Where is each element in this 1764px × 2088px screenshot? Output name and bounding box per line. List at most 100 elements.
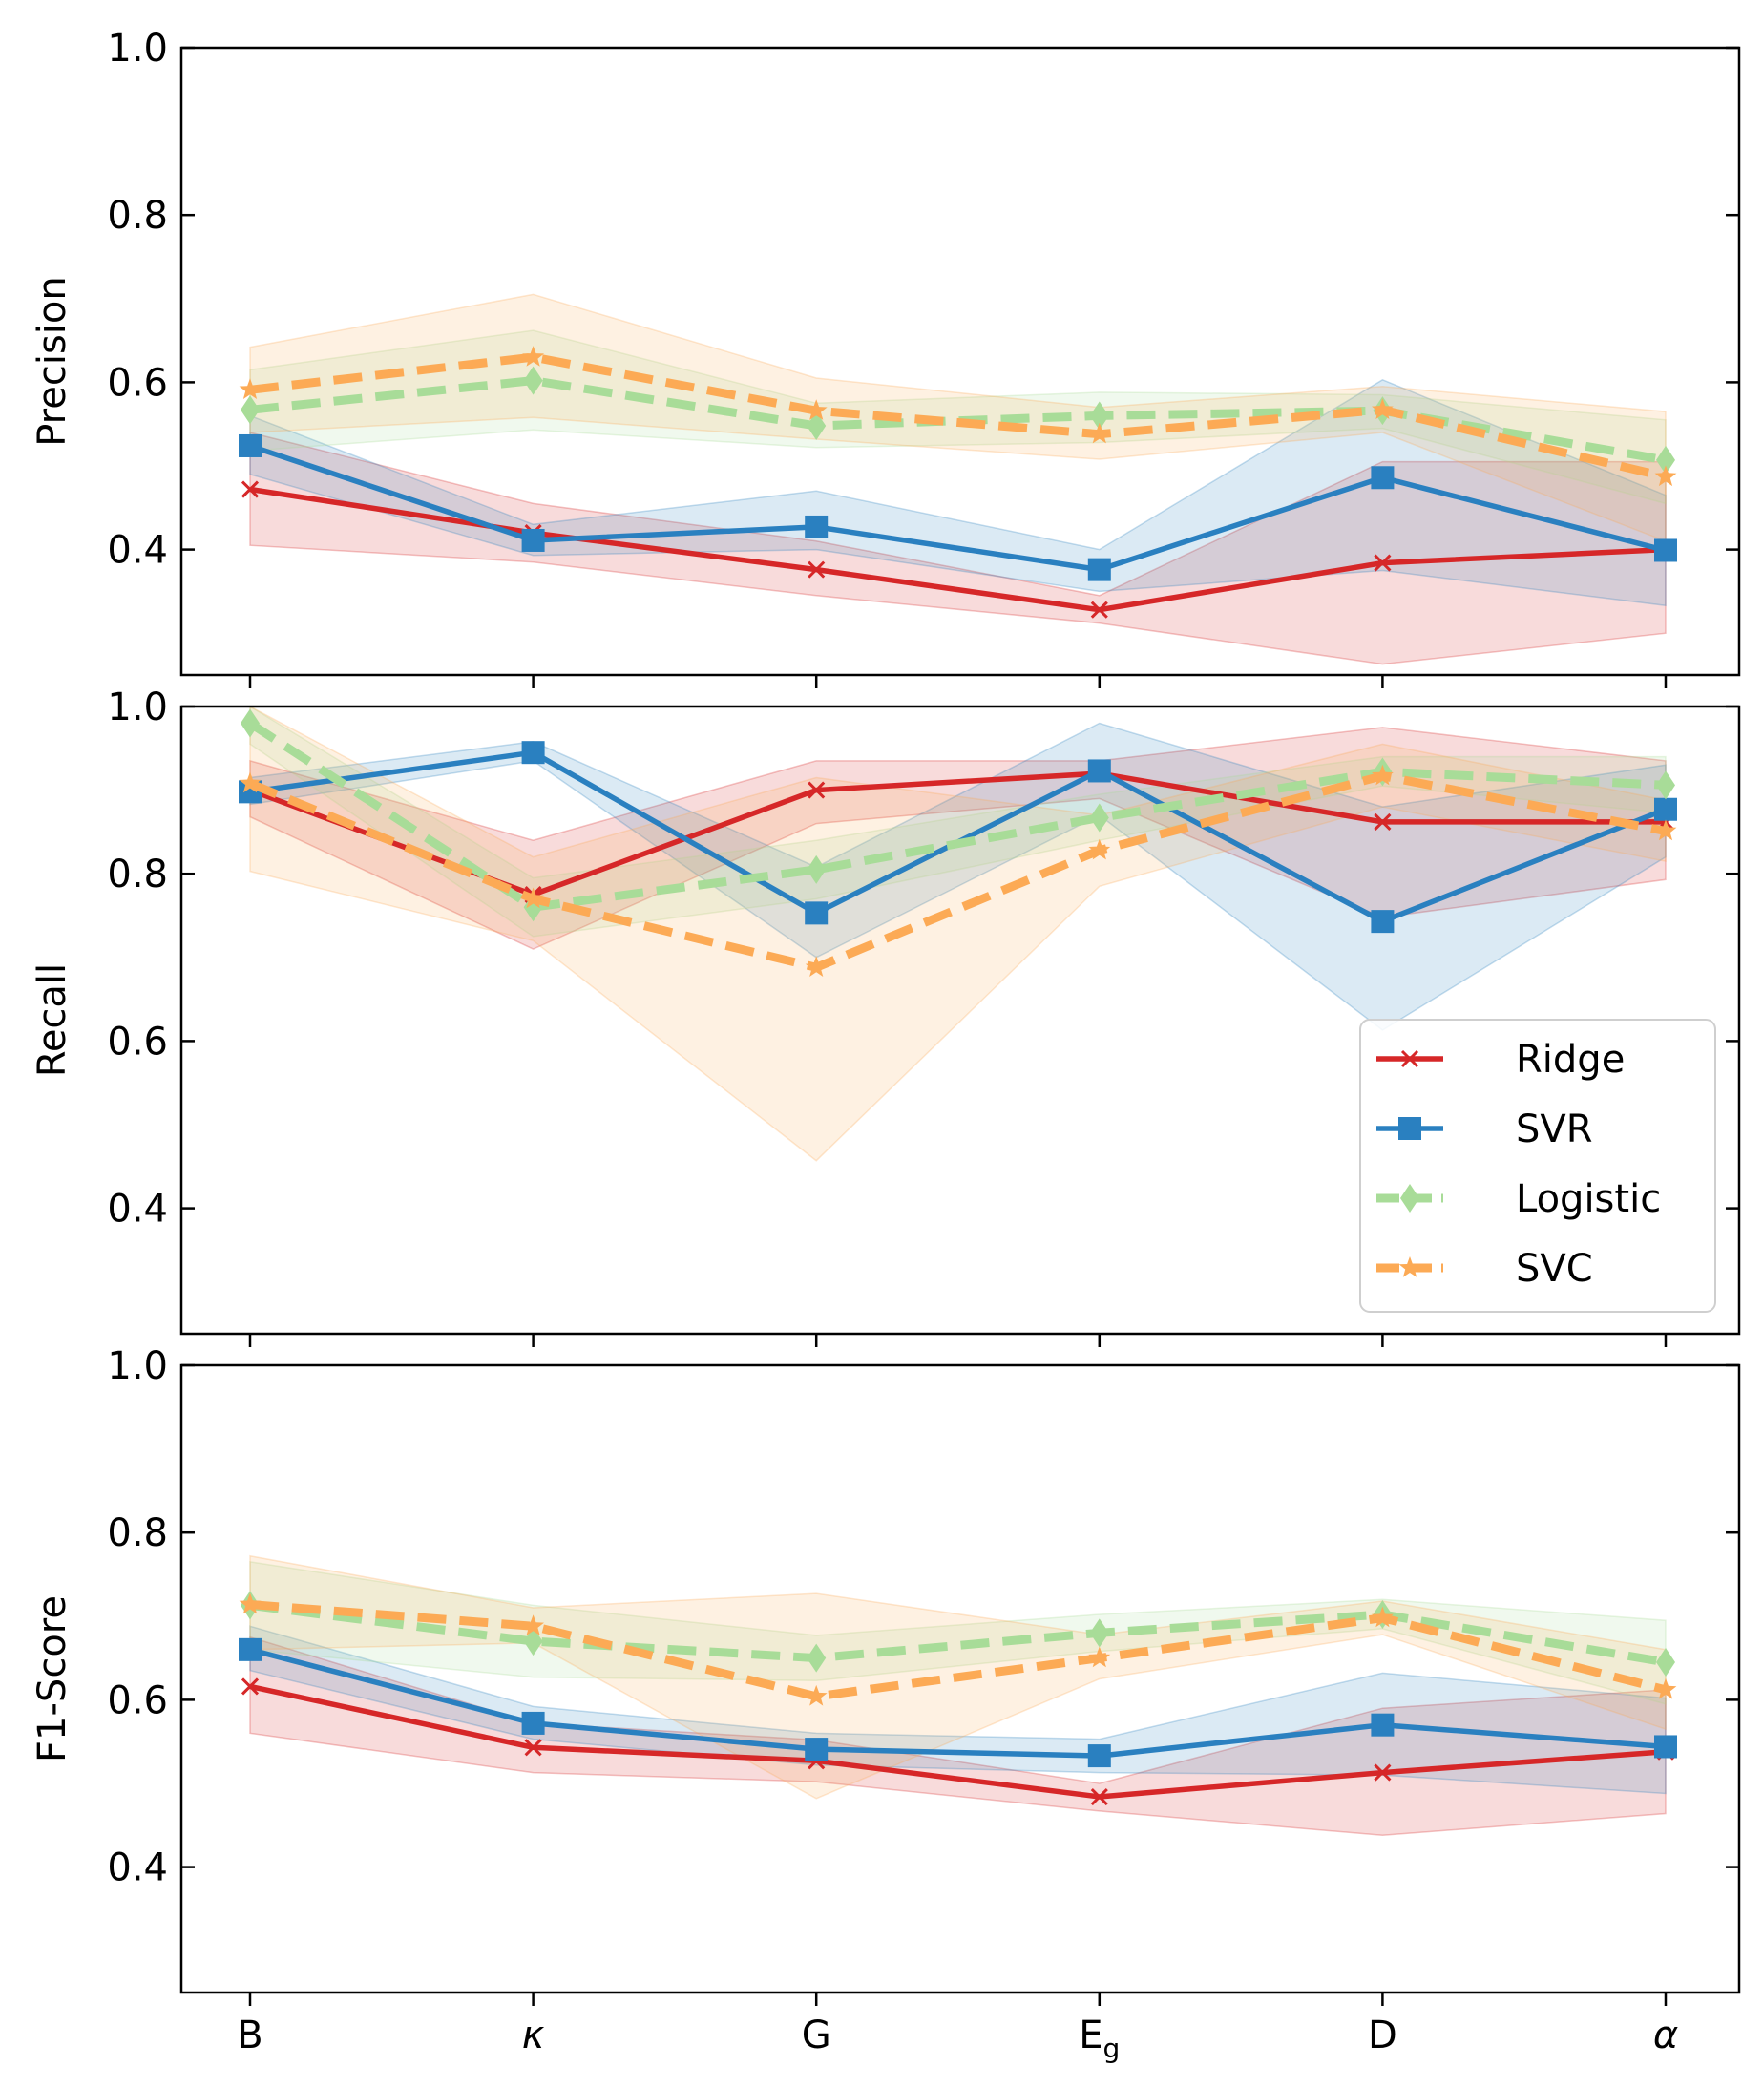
y-tick-label: 1.0 (107, 1344, 168, 1388)
data-point-svc (239, 378, 262, 399)
y-tick-label: 1.0 (107, 27, 168, 71)
legend-box (1359, 1019, 1716, 1313)
data-point-svc (239, 1592, 262, 1614)
data-point-svc (805, 956, 828, 977)
data-point-svc (522, 887, 544, 909)
data-point-svc (805, 399, 828, 420)
data-point-svr (1654, 538, 1677, 562)
data-point-logistic (241, 708, 260, 738)
data-point-logistic (1656, 770, 1675, 800)
data-point-ridge (241, 1677, 260, 1696)
data-point-svr (1087, 558, 1111, 581)
data-point-svc (1088, 422, 1111, 444)
legend: Ridge SVR Logistic SVC (1359, 1019, 1716, 1313)
data-point-svr (1371, 466, 1395, 490)
data-point-ridge (1374, 812, 1392, 831)
legend-marker-svr (1398, 1117, 1421, 1140)
band-ridge (249, 727, 1667, 950)
plot-frame (179, 46, 1741, 677)
data-point-svr (521, 528, 545, 552)
band-ridge (249, 432, 1667, 665)
x-tick-label: κ (522, 2014, 545, 2057)
x-tick-label: D (1368, 2014, 1397, 2057)
data-point-logistic (1656, 445, 1675, 475)
y-axis-label: F1-Score (31, 1595, 74, 1762)
data-point-svc (1088, 838, 1111, 860)
data-point-svr (1654, 1735, 1677, 1759)
y-tick-label: 0.8 (107, 1511, 168, 1555)
data-point-svc (1654, 819, 1677, 841)
data-point-svc (522, 346, 544, 367)
data-point-ridge (241, 480, 260, 498)
data-point-svr (1087, 1744, 1111, 1768)
data-point-ridge (1090, 601, 1108, 619)
x-tick-label: α (1653, 2014, 1678, 2057)
y-tick-label: 0.4 (107, 529, 168, 573)
data-point-logistic (1089, 1618, 1109, 1648)
y-tick-label: 1.0 (107, 685, 168, 729)
data-point-svr (1371, 910, 1395, 934)
data-point-svc (1372, 764, 1394, 786)
y-tick-label: 0.6 (107, 361, 168, 405)
y-tick-label: 0.8 (107, 853, 168, 896)
legend-label-logistic: Logistic (1516, 1177, 1661, 1221)
band-logistic (249, 1561, 1667, 1705)
data-point-logistic (1656, 1647, 1675, 1677)
data-point-svr (805, 901, 829, 925)
data-point-ridge (808, 560, 826, 579)
data-point-svr (1087, 759, 1111, 783)
series-line-logistic (249, 1600, 1667, 1667)
data-point-svr (1654, 797, 1677, 821)
data-point-svc (522, 1614, 544, 1635)
x-tick-label: Eg (1079, 2014, 1120, 2064)
data-point-svc (1088, 1646, 1111, 1668)
x-tick-label: G (802, 2014, 831, 2057)
panel-precision: 0.4 0.6 0.8 1.0 Precision (31, 27, 1741, 688)
data-point-ridge (1090, 1787, 1108, 1806)
y-axis-label: Recall (31, 963, 74, 1077)
series-line-svr (249, 1647, 1667, 1759)
data-point-svc (1372, 398, 1394, 419)
data-point-ridge (808, 781, 826, 799)
data-point-ridge (1374, 554, 1392, 572)
data-point-svr (805, 515, 829, 538)
data-point-svc (1654, 1677, 1677, 1699)
band-svr (249, 378, 1667, 607)
series-line-svr (249, 443, 1667, 573)
legend-label-svr: SVR (1516, 1107, 1593, 1151)
series-line-logistic (247, 719, 1667, 912)
panel-f1-score: 0.4 0.6 0.8 1.0 F1-Score (31, 1344, 1741, 2006)
legend-marker-logistic (1400, 1184, 1419, 1213)
data-point-logistic (241, 395, 260, 425)
data-point-ridge (524, 1739, 542, 1757)
data-point-logistic (523, 366, 543, 395)
data-point-ridge (1374, 1763, 1392, 1782)
data-point-logistic (1089, 803, 1109, 833)
data-point-svc (239, 771, 262, 793)
data-point-svc (1372, 1606, 1394, 1628)
series-line-svc (249, 1600, 1668, 1701)
plot-frame (179, 1363, 1741, 1994)
legend-label-svc: SVC (1516, 1247, 1593, 1291)
data-point-svr (239, 433, 262, 457)
y-axis-label: Precision (31, 276, 74, 446)
data-point-svr (1371, 1713, 1395, 1737)
data-point-logistic (1089, 401, 1109, 431)
data-point-logistic (807, 1643, 827, 1673)
data-point-svr (805, 1738, 829, 1761)
band-svr (249, 1625, 1667, 1795)
data-point-svc (1654, 465, 1677, 487)
y-tick-label: 0.4 (107, 1188, 168, 1232)
data-point-logistic (807, 854, 827, 884)
y-tick-label: 0.6 (107, 1678, 168, 1722)
panel-recall: 0.4 0.6 0.8 1.0 Recall (31, 685, 1741, 1347)
y-tick-label: 0.8 (107, 194, 168, 238)
series-line-svc (249, 352, 1668, 481)
series-line-ridge (249, 1683, 1667, 1800)
band-svc (249, 705, 1667, 1162)
y-tick-label: 0.6 (107, 1020, 168, 1064)
data-point-svr (521, 741, 545, 765)
plot-frame (179, 705, 1741, 1336)
